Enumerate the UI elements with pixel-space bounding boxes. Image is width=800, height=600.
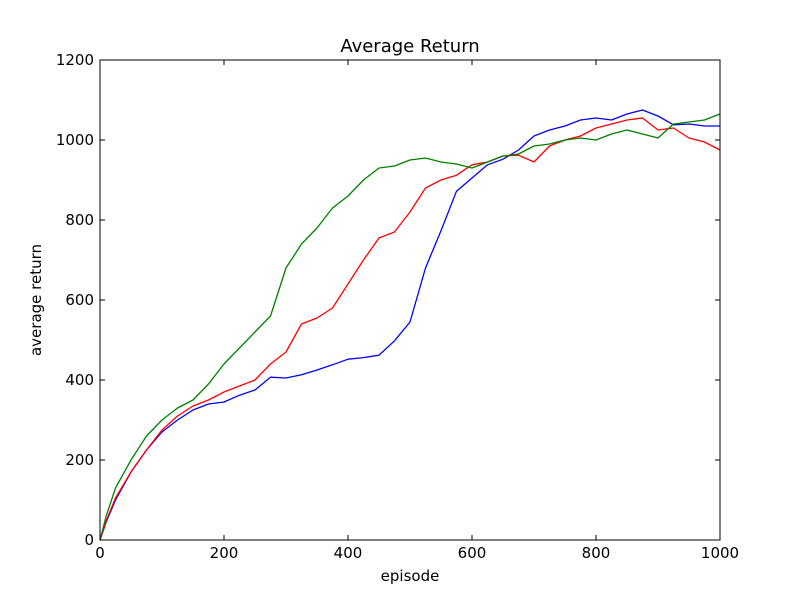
x-tick-label: 1000 — [701, 544, 739, 562]
series-line-1 — [99, 117, 721, 541]
x-tick-label: 800 — [582, 544, 611, 562]
y-tick-label: 400 — [65, 371, 94, 389]
y-tick-label: 1000 — [56, 131, 94, 149]
ticks-layer: 0 200 400 600 800 1000 0 200 400 600 800 1000 1200 — [56, 51, 739, 562]
series-line-2 — [99, 113, 721, 541]
x-tick-label: 400 — [334, 544, 363, 562]
x-axis-label: episode — [381, 567, 440, 585]
x-tick-label: 0 — [95, 544, 105, 562]
y-tick-label: 200 — [65, 451, 94, 469]
series-layer — [99, 109, 721, 541]
x-tick-label: 600 — [458, 544, 487, 562]
x-tick-label: 200 — [210, 544, 239, 562]
y-tick-label: 800 — [65, 211, 94, 229]
y-tick-label: 600 — [65, 291, 94, 309]
series-line-0 — [99, 109, 720, 541]
y-tick-label: 0 — [84, 531, 94, 549]
y-axis-label: average return — [27, 244, 45, 356]
chart-title: Average Return — [340, 36, 479, 57]
plot-frame — [99, 59, 721, 541]
y-tick-label: 1200 — [56, 51, 94, 69]
